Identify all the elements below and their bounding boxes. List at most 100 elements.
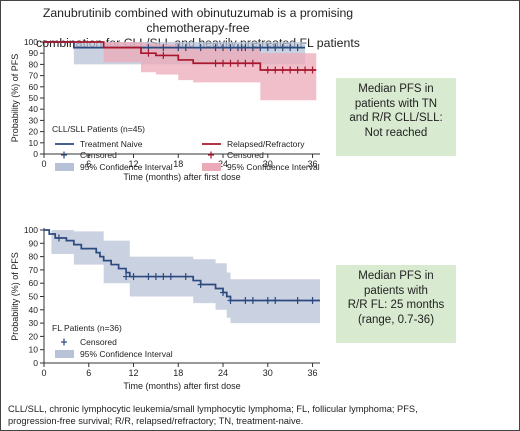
- callout-fl-line-1: Median PFS in: [358, 270, 434, 282]
- footnote: CLL/SLL, chronic lymphocytic leukemia/sm…: [8, 404, 513, 427]
- fl-x-tick-label: 18: [173, 368, 183, 378]
- cll-x-axis-label: Time (months) after first dose: [123, 172, 240, 182]
- fl-legend-censored-label: Censored: [80, 337, 117, 347]
- fl-x-tick-label: 6: [86, 368, 91, 378]
- cll-censored-mark: [287, 44, 294, 52]
- fl-legend-ci-swatch: [55, 350, 74, 358]
- callout-fl-line-2: patients with: [364, 284, 428, 297]
- cll-censored-mark: [242, 44, 249, 52]
- cll-censored-mark: [220, 59, 227, 67]
- cll-censored-mark: [272, 66, 279, 74]
- callout-cll-line-3: and R/R CLL/SLL:: [349, 112, 443, 124]
- fl-y-tick-label: 40: [29, 305, 39, 315]
- cll-censored-mark: [249, 44, 256, 52]
- cll-censored-mark: [234, 59, 241, 67]
- callout-cll-median-pfs: Median PFS in patients with TN and R/R C…: [336, 78, 456, 156]
- cll-censored-mark: [279, 66, 286, 74]
- fl-y-axis-label: Probability (%) of PFS: [10, 252, 20, 341]
- fl-censored-mark: [160, 273, 167, 281]
- fl-y-tick-label: 50: [29, 292, 39, 302]
- cll-y-tick-label: 90: [29, 48, 39, 58]
- fl-legend: FL Patients (n=36) Censored 95% Confidence…: [52, 323, 173, 359]
- cll-legend-rr-ci-label: 95% Confidence Interval: [227, 162, 320, 172]
- cll-legend-tn-censored-label: Censored: [80, 150, 117, 160]
- cll-legend-tn-censored-swatch: [61, 151, 67, 159]
- footnote-line-2: progression-free survival; R/R, relapsed…: [8, 415, 304, 426]
- cll-km-line-1: [44, 41, 317, 71]
- fl-censored-mark: [55, 234, 62, 242]
- cll-censored-mark: [197, 44, 204, 52]
- cll-legend: CLL/SLL Patients (n=45) Treatment NaiveCe…: [52, 124, 320, 172]
- cll-censored-mark: [264, 44, 271, 52]
- title-line-1: Zanubrutinib combined with obinutuzumab …: [42, 6, 354, 35]
- fl-censored-mark: [242, 296, 249, 304]
- fl-y-tick-label: 0: [33, 358, 38, 368]
- cll-censored-mark: [175, 44, 182, 52]
- fl-censored-mark: [309, 296, 316, 304]
- callout-fl-line-3: R/R FL: 25 months: [347, 299, 445, 311]
- fl-censored-mark: [145, 273, 152, 281]
- cll-censored-mark: [279, 44, 286, 52]
- fl-censored-mark: [197, 281, 204, 289]
- cll-x-tick-label: 18: [173, 159, 183, 169]
- cll-y-tick-label: 0: [33, 149, 38, 159]
- cll-y-axis-label: Probability (%) of PFS: [10, 54, 20, 143]
- fl-censored-mark: [167, 273, 174, 281]
- cll-y-tick-label: 60: [29, 82, 39, 92]
- fl-censored-mark: [220, 289, 227, 297]
- fl-legend-ci-label: 95% Confidence Interval: [80, 349, 173, 359]
- cll-legend-rr-ci-swatch: [202, 163, 221, 171]
- cll-censored-mark: [227, 44, 234, 52]
- fl-ci-band-0: [44, 230, 320, 328]
- cll-y-tick-label: 10: [29, 138, 39, 148]
- cll-y-tick-label: 70: [29, 71, 39, 81]
- cll-legend-heading: CLL/SLL Patients (n=45): [52, 124, 145, 134]
- cll-legend-rr-label: Relapsed/Refractory: [227, 139, 305, 149]
- cll-y-tick-label: 100: [24, 37, 38, 47]
- fl-y-tick-label: 80: [29, 252, 39, 262]
- cll-y-tick-label: 30: [29, 115, 39, 125]
- fl-x-tick-label: 36: [308, 368, 318, 378]
- cll-censored-mark: [302, 66, 309, 74]
- fl-censored-mark: [249, 296, 256, 304]
- fl-legend-heading: FL Patients (n=36): [52, 323, 122, 333]
- cll-x-tick-label: 30: [263, 159, 273, 169]
- cll-legend-rr-censored-swatch: [208, 151, 214, 159]
- fl-censored-mark: [272, 296, 279, 304]
- cll-x-tick-label: 0: [41, 159, 46, 169]
- fl-y-tick-label: 20: [29, 331, 39, 341]
- cll-x-tick-label: 12: [129, 159, 139, 169]
- cll-censored-mark: [242, 59, 249, 67]
- fl-plot: 0 10 20 30 40 50 60 70 80 90 100 0 6 12 18 24 30 36 Time (…: [10, 225, 320, 391]
- cll-censored-mark: [264, 66, 271, 74]
- cll-censored-mark: [212, 44, 219, 52]
- callout-cll-line-4: Not reached: [364, 126, 428, 139]
- callout-cll-line-1: Median PFS in: [358, 83, 434, 95]
- fl-censored-mark: [227, 296, 234, 304]
- cll-ci-band-1: [44, 42, 317, 101]
- cll-y-tick-label: 40: [29, 104, 39, 114]
- cll-legend-tn-label: Treatment Naive: [80, 139, 143, 149]
- fl-y-tick-label: 60: [29, 278, 39, 288]
- fl-censored-mark: [294, 296, 301, 304]
- cll-censored-mark: [182, 44, 189, 52]
- cll-x-tick-label: 6: [86, 159, 91, 169]
- fl-y-tick-label: 70: [29, 265, 39, 275]
- fl-legend-censored-swatch: [61, 338, 67, 346]
- fl-censored-mark: [123, 273, 130, 281]
- cll-censored-mark: [227, 59, 234, 67]
- cll-censored-mark: [160, 44, 167, 52]
- footnote-line-1: CLL/SLL, chronic lymphocytic leukemia/sm…: [8, 404, 418, 414]
- callout-cll-line-2: patients with TN: [354, 97, 438, 110]
- fl-km-line-0: [44, 229, 320, 302]
- cll-censored-mark: [249, 59, 256, 67]
- cll-censored-mark: [287, 66, 294, 74]
- fl-censored-mark: [130, 273, 137, 281]
- cll-censored-mark: [272, 44, 279, 52]
- callout-fl-line-4: (range, 0.7-36): [357, 313, 435, 326]
- cll-censored-mark: [212, 59, 219, 67]
- cll-x-tick-label: 36: [308, 159, 318, 169]
- fl-x-tick-label: 30: [263, 368, 273, 378]
